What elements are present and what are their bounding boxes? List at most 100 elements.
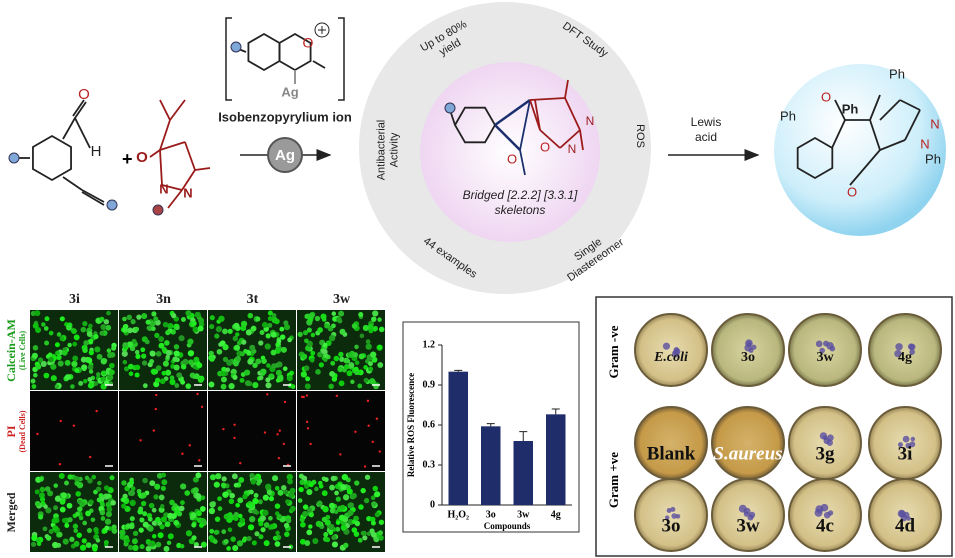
cell [309,442,312,446]
feature: ROS [634,124,646,148]
cell [323,357,328,362]
colony [819,347,825,354]
cell [67,517,73,523]
cell [191,535,197,541]
cell [331,376,338,382]
cell [59,419,62,423]
bond [72,99,85,117]
cell [367,323,374,330]
cell [335,496,341,502]
cell [267,316,273,321]
cell [58,463,62,466]
cell [160,504,165,509]
bond [519,149,526,176]
caption: Bridged [2.2.2] [3.3.1] [463,188,578,202]
cell [299,517,305,523]
cell [87,377,93,382]
cell [305,420,309,424]
cell [304,540,311,546]
cell [187,350,195,357]
cell [193,542,199,548]
cell [344,363,350,370]
cell [245,329,252,336]
cell [208,350,214,357]
cell [268,515,273,521]
atom: O [78,86,90,103]
cell [132,544,139,552]
cell [160,516,167,523]
cell [106,374,114,381]
cell [100,376,107,383]
cell [317,327,323,333]
cell [367,424,370,427]
atom: Ph [925,151,941,166]
cell [242,493,248,500]
condition: Lewis [691,115,722,129]
cell [253,493,259,498]
cell [128,523,135,530]
cell [56,332,62,337]
cell [299,538,306,545]
cell [283,400,287,404]
cell [44,340,50,346]
cell [235,502,240,508]
cell [323,532,329,538]
cell [237,497,244,504]
cell [240,320,248,328]
colony [747,514,754,521]
cell [66,502,73,509]
cell [95,538,101,543]
cell [169,379,176,386]
cell [230,536,236,542]
cell [280,484,287,491]
row-label: (Live Cells) [18,331,27,371]
cell [72,424,76,427]
cell [77,506,83,512]
error-bar [551,408,560,415]
cell [152,429,156,432]
cell [56,354,62,361]
cell [151,368,158,375]
x-axis-title: Compounds [484,521,531,531]
cell [247,312,254,319]
cell [124,505,131,513]
cell [69,536,75,543]
cell [226,359,233,366]
cell [287,478,293,485]
cell [374,491,381,498]
bond [312,60,326,69]
cell [377,317,382,322]
cell [225,367,231,373]
bond [81,191,105,206]
cell [286,375,293,382]
cell [43,326,49,331]
cell [43,504,48,509]
plate-label: S.aureus [713,443,782,464]
cell [75,491,81,497]
cell [159,524,165,530]
cell [328,383,334,390]
cell [141,353,147,359]
cell [48,356,54,363]
cell [374,512,380,518]
bond [494,124,521,151]
cell [85,510,91,517]
cell [111,527,118,534]
cell [267,322,273,328]
catalyst-cycle [267,137,303,173]
cell [191,320,197,327]
cell [121,497,126,503]
cell [378,535,384,541]
cell [151,311,157,317]
cell [323,342,328,348]
cell [372,485,379,492]
cell [209,474,216,481]
cell [304,383,311,390]
cell [371,356,378,363]
cell [187,338,194,345]
row-label: PI [4,425,18,437]
cell [180,364,187,370]
cell [73,334,80,341]
cell [61,349,68,356]
